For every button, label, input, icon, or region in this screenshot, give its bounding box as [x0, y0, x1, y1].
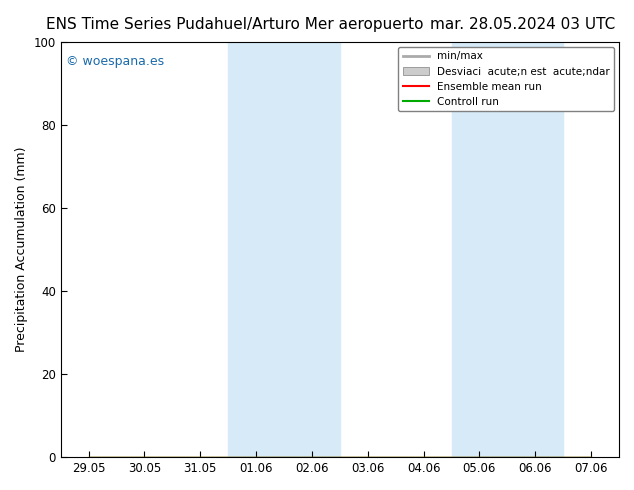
- Legend: min/max, Desviaci  acute;n est  acute;ndar, Ensemble mean run, Controll run: min/max, Desviaci acute;n est acute;ndar…: [398, 47, 614, 111]
- Bar: [451, 42, 563, 457]
- Text: © woespana.es: © woespana.es: [66, 54, 164, 68]
- Text: ENS Time Series Pudahuel/Arturo Mer aeropuerto: ENS Time Series Pudahuel/Arturo Mer aero…: [46, 17, 424, 32]
- Y-axis label: Precipitation Accumulation (mm): Precipitation Accumulation (mm): [15, 147, 28, 352]
- Bar: [228, 42, 340, 457]
- Text: mar. 28.05.2024 03 UTC: mar. 28.05.2024 03 UTC: [430, 17, 615, 32]
